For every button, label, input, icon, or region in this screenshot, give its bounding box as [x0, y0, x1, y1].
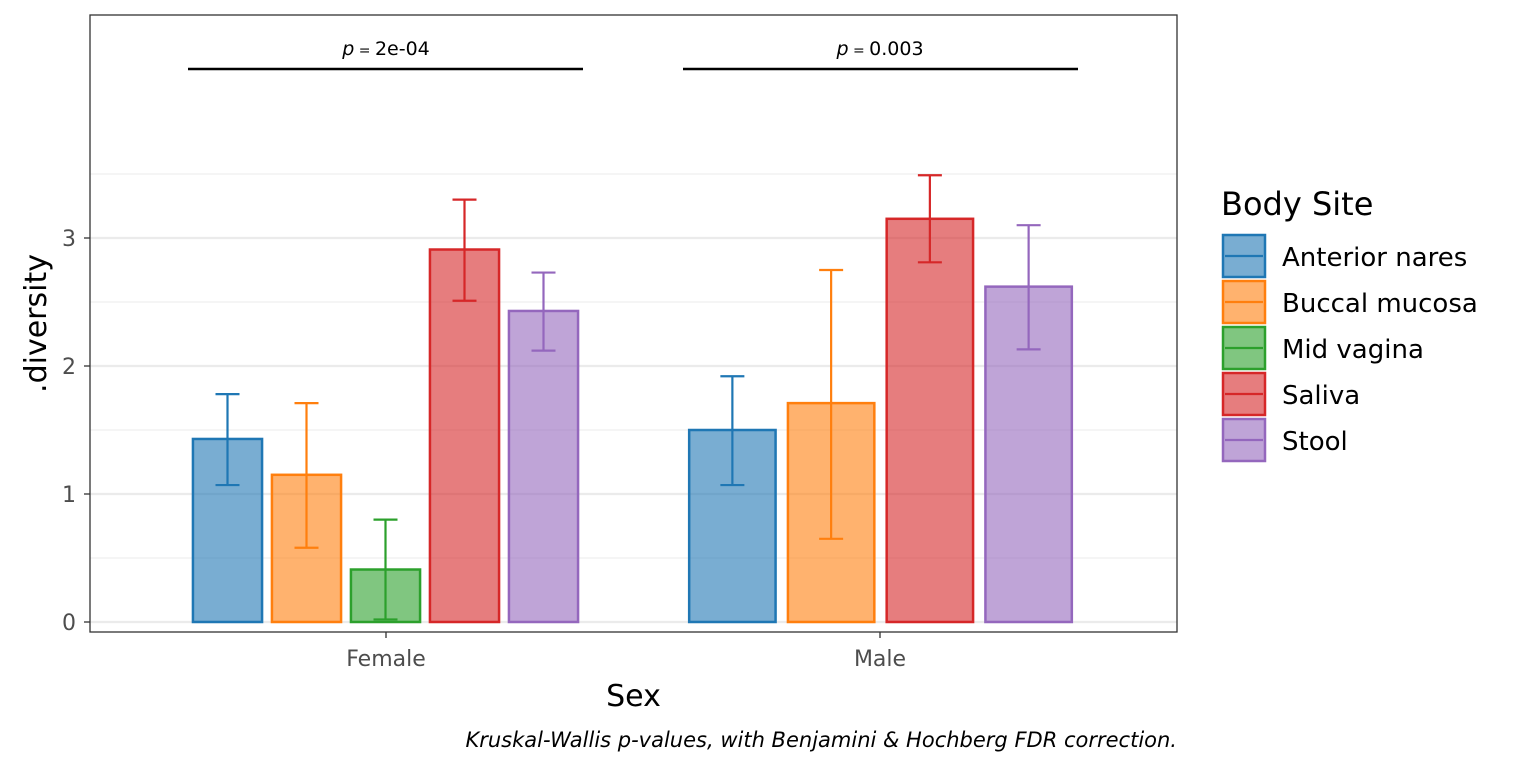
bar-male-saliva: [885, 217, 975, 624]
caption: Kruskal-Wallis p-values, with Benjamini …: [465, 728, 1177, 752]
legend-label: Anterior nares: [1282, 243, 1467, 273]
error-bar: [1016, 224, 1041, 351]
error-bar: [294, 402, 319, 549]
p-value-label: p = 0.003: [835, 38, 923, 60]
legend-label: Mid vagina: [1282, 335, 1424, 365]
y-tick-label: 3: [62, 227, 76, 252]
error-bar: [819, 268, 844, 540]
x-tick-label: Male: [854, 647, 906, 672]
bar-female-stool: [507, 309, 580, 624]
legend-item-mid-vagina: Mid vagina: [1221, 325, 1424, 371]
legend-item-buccal-mucosa: Buccal mucosa: [1221, 279, 1478, 325]
legend-item-stool: Stool: [1221, 417, 1348, 463]
legend-title: Body Site: [1221, 185, 1373, 223]
y-tick-label: 1: [62, 483, 76, 508]
y-tick-label: 0: [62, 611, 76, 636]
error-bar: [373, 518, 398, 621]
legend: Body Site Anterior nares Buccal mucosa Mid…: [1221, 185, 1478, 463]
error-bar: [531, 271, 556, 352]
p-value-label: p = 2e-04: [341, 38, 430, 60]
y-axis: 0 1 2 3: [62, 227, 90, 636]
error-bar: [452, 198, 477, 302]
y-tick-label: 2: [62, 355, 76, 380]
legend-label: Buccal mucosa: [1282, 289, 1478, 319]
legend-item-anterior-nares: Anterior nares: [1221, 233, 1467, 279]
error-bar: [917, 174, 942, 264]
y-axis-title: .diversity: [19, 254, 54, 393]
x-axis-title: Sex: [606, 679, 661, 714]
error-bars: [215, 174, 1041, 621]
x-tick-label: Female: [346, 647, 426, 672]
p-value-annotations: p = 2e-04 p = 0.003: [188, 38, 1078, 71]
bars: [191, 217, 1074, 624]
error-bar: [720, 375, 745, 487]
x-axis: Female Male: [346, 632, 906, 672]
plot-panel-border: [89, 14, 1178, 633]
error-bar: [215, 393, 240, 487]
bar-female-saliva: [428, 248, 501, 624]
legend-item-saliva: Saliva: [1221, 371, 1360, 417]
legend-label: Stool: [1282, 427, 1348, 457]
legend-label: Saliva: [1282, 381, 1360, 411]
